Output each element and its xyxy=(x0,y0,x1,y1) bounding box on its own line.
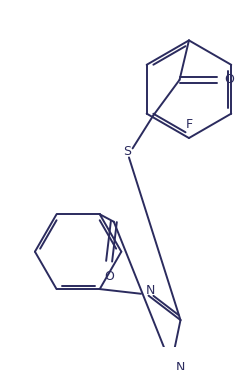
Text: N: N xyxy=(175,360,184,370)
Text: O: O xyxy=(104,270,114,283)
Text: O: O xyxy=(224,73,234,86)
Text: N: N xyxy=(145,285,154,297)
Text: F: F xyxy=(185,118,192,131)
Text: S: S xyxy=(122,145,131,158)
